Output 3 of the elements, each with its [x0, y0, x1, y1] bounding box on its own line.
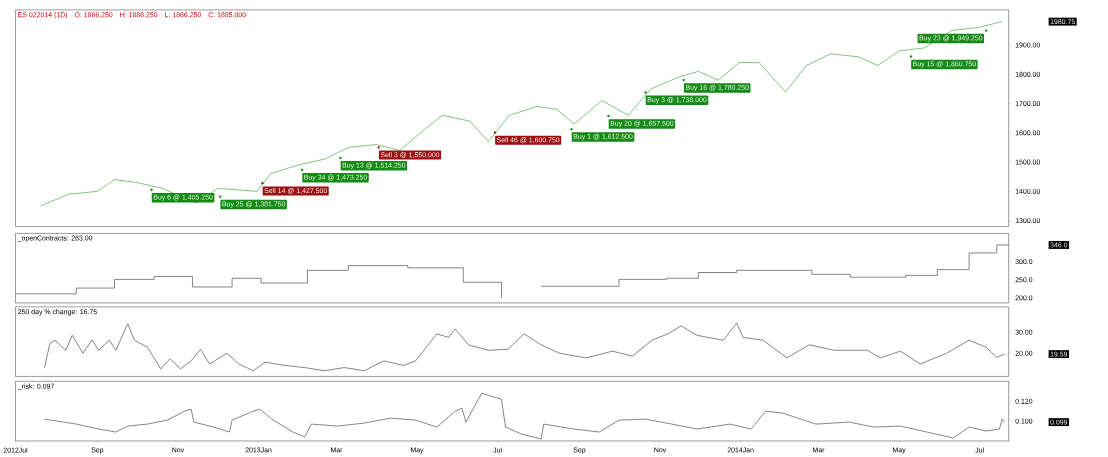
line-series — [44, 392, 1006, 440]
line-series — [40, 21, 1003, 207]
line-series — [44, 322, 1006, 371]
